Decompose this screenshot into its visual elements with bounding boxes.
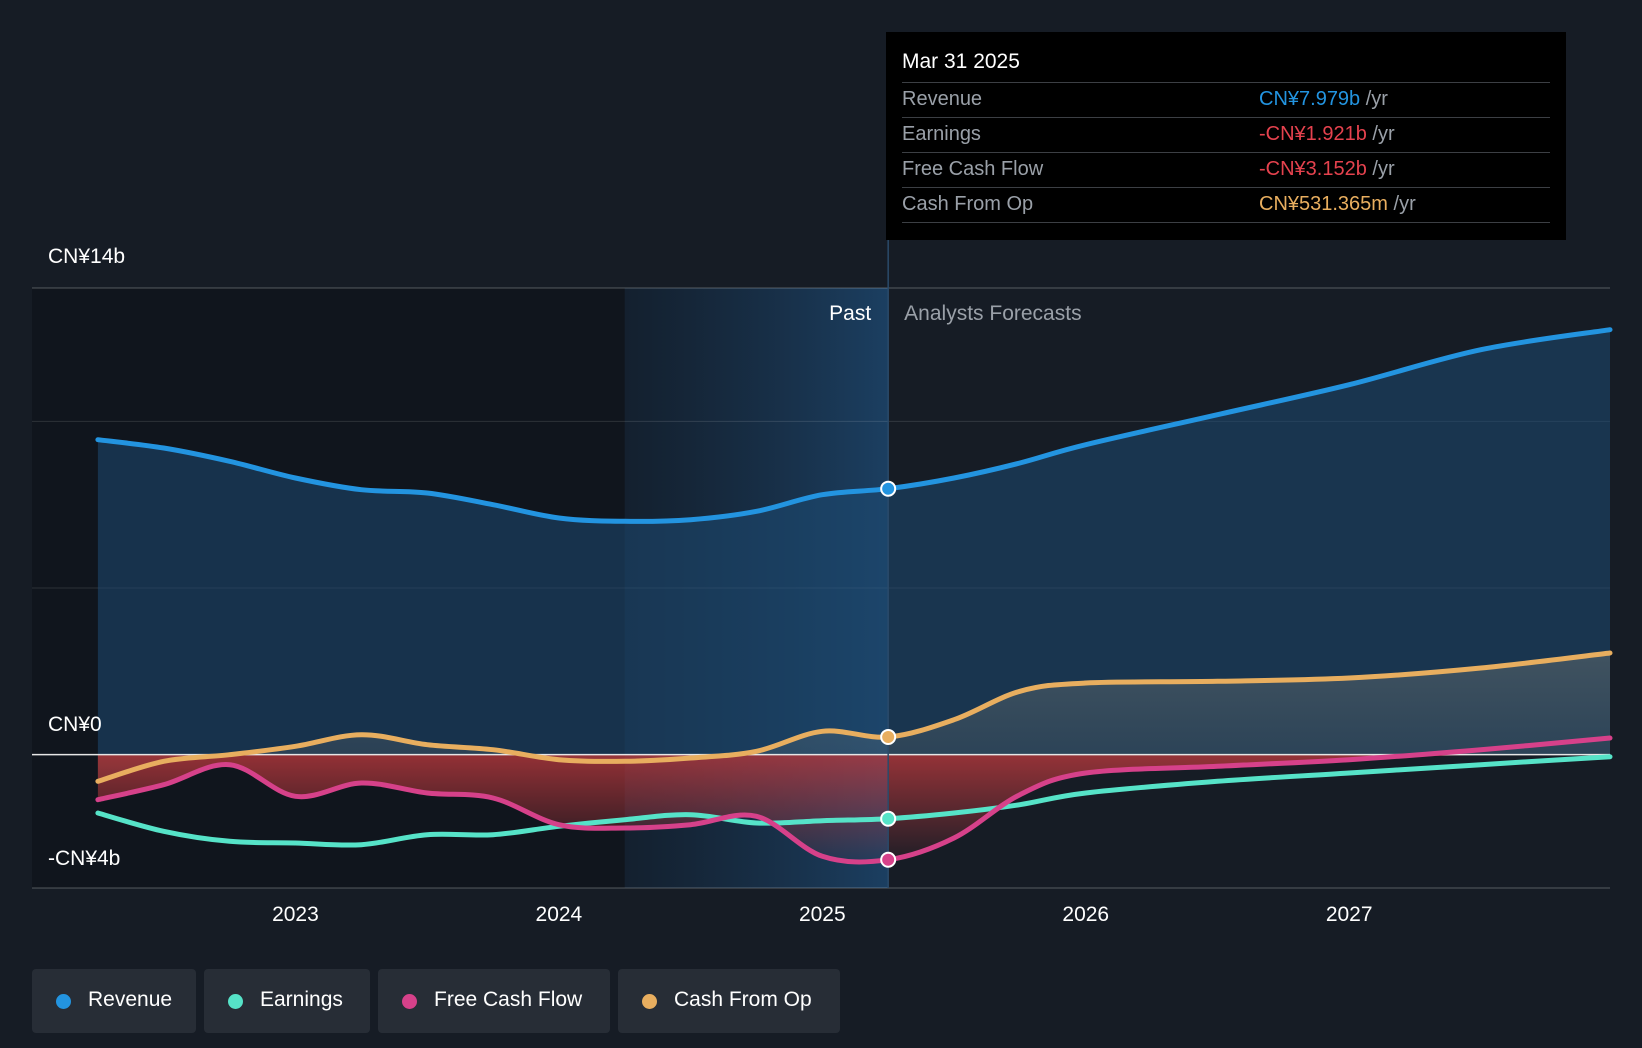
tooltip-label: Earnings <box>902 123 981 145</box>
legend-label: Free Cash Flow <box>434 988 583 1011</box>
series-line-revenue <box>95 327 1613 524</box>
series-line-free-cash-flow <box>95 735 1613 865</box>
tooltip-value: -CN¥1.921b <box>1259 123 1367 145</box>
legend-dot-icon <box>56 994 71 1009</box>
x-tick-label: 2027 <box>1326 903 1373 926</box>
highlight-point-revenue <box>880 480 897 497</box>
tooltip-date: Mar 31 2025 <box>902 50 1020 73</box>
tooltip-row-earnings: Earnings -CN¥1.921b /yr <box>902 117 1550 152</box>
legend-label: Cash From Op <box>674 988 812 1011</box>
tooltip-row-free-cash-flow: Free Cash Flow -CN¥3.152b /yr <box>902 152 1550 187</box>
legend-dot-icon <box>228 994 243 1009</box>
chart-canvas: CN¥14b CN¥0 -CN¥4b 2023 2024 2025 2026 2027 Past… <box>32 240 1613 926</box>
tooltip-value: -CN¥3.152b <box>1259 158 1367 180</box>
series-line-earnings <box>95 754 1613 848</box>
tooltip-row-revenue: Revenue CN¥7.979b /yr <box>902 82 1550 117</box>
tooltip-label: Revenue <box>902 88 983 110</box>
tooltip-unit: /yr <box>1365 88 1388 110</box>
revenue-area <box>97 329 1611 755</box>
x-tick-label: 2023 <box>272 903 319 926</box>
highlight-point-free-cash-flow <box>880 851 897 868</box>
tooltip-value: CN¥7.979b <box>1259 88 1361 110</box>
legend-label: Earnings <box>260 988 343 1011</box>
legend-item-free-cash-flow[interactable]: Free Cash Flow <box>378 969 610 1033</box>
tooltip-label: Free Cash Flow <box>902 158 1044 180</box>
tooltip-row-cash-from-op: Cash From Op CN¥531.365m /yr <box>902 187 1550 223</box>
tooltip-value: CN¥531.365m <box>1259 193 1388 215</box>
tooltip-unit: /yr <box>1372 158 1395 180</box>
legend-label: Revenue <box>88 988 173 1011</box>
x-tick-label: 2025 <box>799 903 846 926</box>
legend-item-cash-from-op[interactable]: Cash From Op <box>618 969 840 1033</box>
series-line-cash-from-op <box>95 650 1613 784</box>
tooltip-label: Cash From Op <box>902 193 1034 215</box>
y-tick-label: -CN¥4b <box>48 847 120 870</box>
tooltip: Mar 31 2025 Revenue CN¥7.979b /yr Earnin… <box>886 32 1566 240</box>
highlight-point-earnings <box>880 810 897 827</box>
x-tick-label: 2026 <box>1062 903 1109 926</box>
highlight-point-cash-from-op <box>880 728 897 745</box>
y-tick-label: CN¥0 <box>48 713 102 736</box>
negative-area <box>97 754 1611 862</box>
x-tick-label: 2024 <box>536 903 583 926</box>
past-label: Past <box>829 302 871 325</box>
y-tick-label: CN¥14b <box>48 245 125 268</box>
forecast-label: Analysts Forecasts <box>904 302 1081 325</box>
legend-item-revenue[interactable]: Revenue <box>32 969 196 1033</box>
tooltip-unit: /yr <box>1372 123 1395 145</box>
legend-dot-icon <box>642 994 657 1009</box>
legend-dot-icon <box>402 994 417 1009</box>
tooltip-unit: /yr <box>1393 193 1416 215</box>
legend-item-earnings[interactable]: Earnings <box>204 969 370 1033</box>
